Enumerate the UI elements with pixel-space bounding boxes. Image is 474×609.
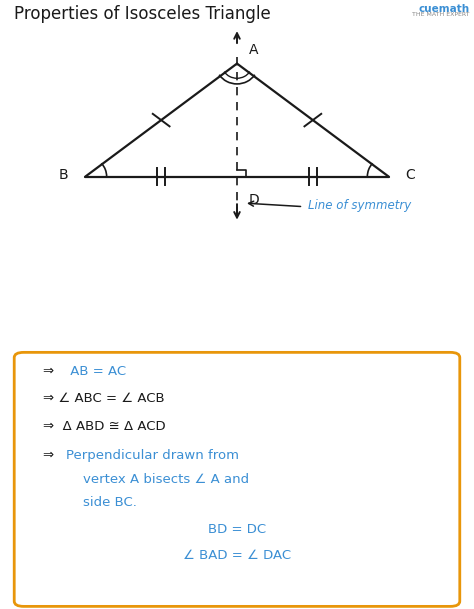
Text: ⇒: ⇒ bbox=[43, 449, 58, 462]
Text: A: A bbox=[249, 43, 258, 57]
Text: ∠ BAD = ∠ DAC: ∠ BAD = ∠ DAC bbox=[183, 549, 291, 561]
Text: THE MATH EXPERT: THE MATH EXPERT bbox=[412, 12, 469, 18]
Text: BD = DC: BD = DC bbox=[208, 523, 266, 535]
Text: Line of symmetry: Line of symmetry bbox=[308, 199, 411, 212]
Text: Properties of Isosceles Triangle: Properties of Isosceles Triangle bbox=[14, 5, 271, 23]
Text: AB = AC: AB = AC bbox=[66, 365, 127, 378]
Text: cuemath: cuemath bbox=[418, 4, 469, 13]
Text: B: B bbox=[59, 168, 69, 182]
Text: vertex A bisects ∠ A and: vertex A bisects ∠ A and bbox=[83, 473, 249, 486]
Text: ⇒ ∠ ABC = ∠ ACB: ⇒ ∠ ABC = ∠ ACB bbox=[43, 392, 164, 404]
Text: D: D bbox=[249, 192, 260, 206]
Text: ⇒: ⇒ bbox=[43, 365, 58, 378]
FancyBboxPatch shape bbox=[14, 353, 460, 607]
Text: side BC.: side BC. bbox=[83, 496, 137, 509]
Text: C: C bbox=[405, 168, 415, 182]
Text: Perpendicular drawn from: Perpendicular drawn from bbox=[66, 449, 239, 462]
Text: ⇒  Δ ABD ≅ Δ ACD: ⇒ Δ ABD ≅ Δ ACD bbox=[43, 420, 165, 434]
